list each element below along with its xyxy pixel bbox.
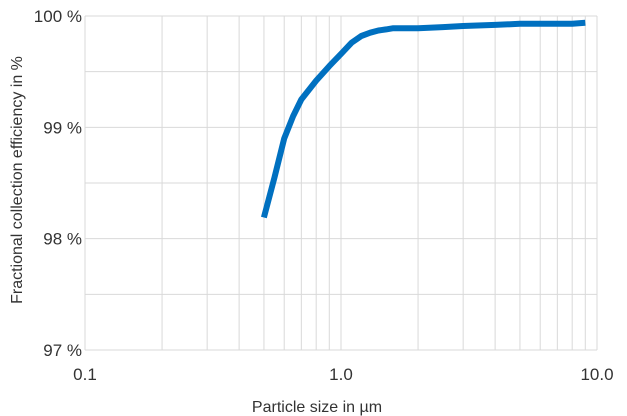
y-tick-label: 97 % xyxy=(43,341,82,360)
efficiency-series-line xyxy=(260,19,586,219)
x-axis-label: Particle size in µm xyxy=(252,399,382,416)
grid xyxy=(84,15,598,351)
x-tick-label: 10.0 xyxy=(580,365,613,384)
x-tick-labels: 0.1 1.0 10.0 xyxy=(73,365,613,384)
y-tick-label: 99 % xyxy=(43,118,82,137)
x-tick-label: 1.0 xyxy=(329,365,353,384)
series-layer xyxy=(260,19,586,219)
y-tick-labels: 97 % 98 % 99 % 100 % xyxy=(34,7,82,360)
x-tick-label: 0.1 xyxy=(73,365,97,384)
y-tick-label: 98 % xyxy=(43,230,82,249)
y-axis-label: Fractional collection efficiency in % xyxy=(9,56,26,304)
y-tick-label: 100 % xyxy=(34,7,82,26)
